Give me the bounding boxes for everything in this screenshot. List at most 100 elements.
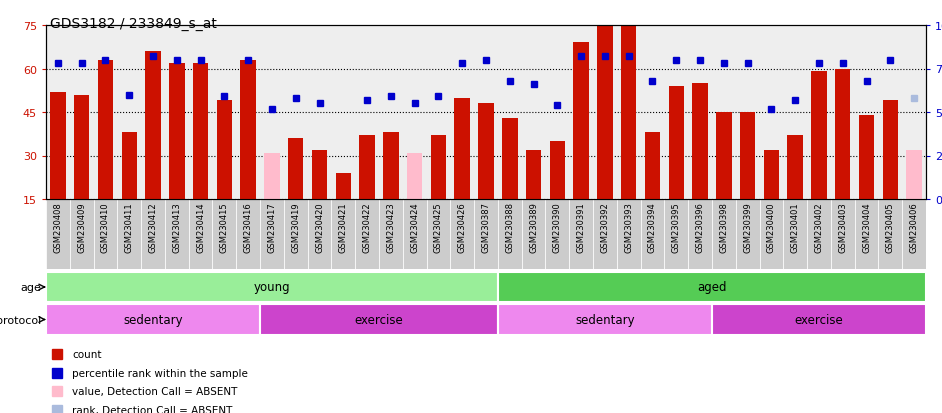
Text: rank, Detection Call = ABSENT: rank, Detection Call = ABSENT bbox=[73, 405, 233, 413]
Text: GSM230410: GSM230410 bbox=[101, 202, 110, 252]
Text: GSM230400: GSM230400 bbox=[767, 202, 776, 252]
Bar bbox=[664, 199, 689, 269]
Bar bbox=[98, 61, 113, 199]
Bar bbox=[70, 199, 93, 269]
Bar bbox=[859, 116, 874, 199]
Bar bbox=[617, 199, 641, 269]
Bar bbox=[712, 199, 736, 269]
Bar bbox=[188, 199, 213, 269]
Bar bbox=[217, 101, 232, 199]
Bar bbox=[498, 304, 712, 335]
Text: value, Detection Call = ABSENT: value, Detection Call = ABSENT bbox=[73, 387, 237, 396]
Text: GSM230408: GSM230408 bbox=[54, 202, 62, 252]
Text: exercise: exercise bbox=[354, 313, 403, 326]
Text: GSM230395: GSM230395 bbox=[672, 202, 681, 252]
Text: protocol: protocol bbox=[0, 315, 41, 325]
Bar bbox=[359, 136, 375, 199]
Bar bbox=[284, 199, 308, 269]
Bar bbox=[831, 199, 854, 269]
Bar bbox=[93, 199, 118, 269]
Text: GSM230399: GSM230399 bbox=[743, 202, 752, 252]
Text: age: age bbox=[21, 282, 41, 292]
Bar bbox=[312, 150, 327, 199]
Bar bbox=[498, 199, 522, 269]
Bar bbox=[788, 136, 803, 199]
Bar bbox=[807, 199, 831, 269]
Bar bbox=[450, 199, 474, 269]
Bar bbox=[716, 113, 732, 199]
Bar bbox=[784, 199, 807, 269]
Text: young: young bbox=[253, 281, 290, 294]
Bar bbox=[739, 113, 755, 199]
Bar bbox=[355, 199, 379, 269]
Bar bbox=[545, 199, 569, 269]
Bar bbox=[118, 199, 141, 269]
Text: exercise: exercise bbox=[795, 313, 843, 326]
Bar bbox=[260, 199, 284, 269]
Bar bbox=[407, 153, 422, 199]
Text: GSM230389: GSM230389 bbox=[529, 202, 538, 252]
Text: GSM230415: GSM230415 bbox=[219, 202, 229, 252]
Text: GSM230406: GSM230406 bbox=[910, 202, 918, 252]
Text: percentile rank within the sample: percentile rank within the sample bbox=[73, 368, 249, 378]
Text: GSM230422: GSM230422 bbox=[363, 202, 371, 252]
Text: sedentary: sedentary bbox=[123, 313, 183, 326]
Bar bbox=[169, 64, 185, 199]
Bar bbox=[759, 199, 784, 269]
Text: GSM230403: GSM230403 bbox=[838, 202, 847, 252]
Bar bbox=[835, 69, 851, 199]
Bar bbox=[46, 272, 498, 302]
Bar bbox=[549, 142, 565, 199]
Bar bbox=[879, 199, 902, 269]
Bar bbox=[213, 199, 236, 269]
Bar bbox=[712, 304, 926, 335]
Text: GSM230414: GSM230414 bbox=[196, 202, 205, 252]
Bar bbox=[430, 136, 447, 199]
Bar bbox=[736, 199, 759, 269]
Text: GDS3182 / 233849_s_at: GDS3182 / 233849_s_at bbox=[50, 17, 217, 31]
Bar bbox=[569, 199, 593, 269]
Bar bbox=[906, 150, 922, 199]
Text: GSM230423: GSM230423 bbox=[386, 202, 396, 252]
Bar bbox=[145, 52, 161, 199]
Bar bbox=[427, 199, 450, 269]
Bar bbox=[526, 150, 542, 199]
Bar bbox=[669, 87, 684, 199]
Bar bbox=[474, 199, 498, 269]
Text: GSM230424: GSM230424 bbox=[410, 202, 419, 252]
Bar bbox=[902, 199, 926, 269]
Bar bbox=[46, 199, 70, 269]
Text: GSM230402: GSM230402 bbox=[815, 202, 823, 252]
Bar bbox=[236, 199, 260, 269]
Text: GSM230388: GSM230388 bbox=[505, 202, 514, 252]
Text: GSM230416: GSM230416 bbox=[244, 202, 252, 252]
Bar bbox=[479, 104, 494, 199]
Bar bbox=[73, 95, 89, 199]
Bar bbox=[522, 199, 545, 269]
Bar bbox=[644, 133, 660, 199]
Bar bbox=[308, 199, 332, 269]
Text: GSM230411: GSM230411 bbox=[124, 202, 134, 252]
Text: sedentary: sedentary bbox=[576, 313, 635, 326]
Bar bbox=[50, 93, 66, 199]
Bar bbox=[383, 133, 398, 199]
Bar bbox=[403, 199, 427, 269]
Bar bbox=[288, 139, 303, 199]
Bar bbox=[593, 199, 617, 269]
Bar bbox=[332, 199, 355, 269]
Bar bbox=[122, 133, 137, 199]
Text: GSM230417: GSM230417 bbox=[268, 202, 276, 252]
Text: GSM230412: GSM230412 bbox=[149, 202, 157, 252]
Bar bbox=[621, 14, 637, 199]
Text: GSM230393: GSM230393 bbox=[625, 202, 633, 252]
Text: GSM230404: GSM230404 bbox=[862, 202, 871, 252]
Text: GSM230392: GSM230392 bbox=[600, 202, 609, 252]
Bar bbox=[193, 64, 208, 199]
Text: GSM230396: GSM230396 bbox=[695, 202, 705, 252]
Text: GSM230413: GSM230413 bbox=[172, 202, 181, 252]
Bar bbox=[498, 272, 926, 302]
Text: GSM230401: GSM230401 bbox=[790, 202, 800, 252]
Bar bbox=[597, 23, 612, 199]
Bar bbox=[883, 101, 898, 199]
Bar bbox=[260, 304, 498, 335]
